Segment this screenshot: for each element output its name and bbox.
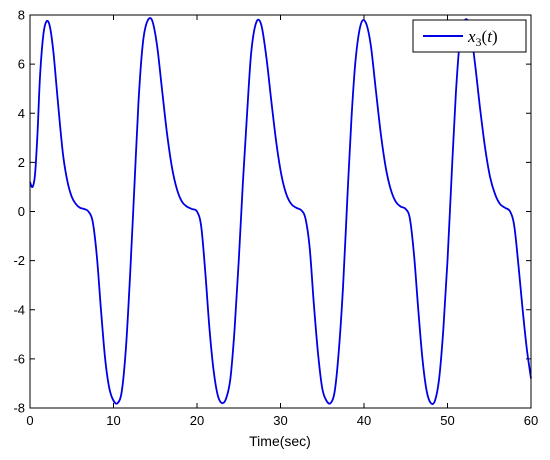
y-tick-label: 8 — [18, 8, 25, 23]
legend: x3(t) — [412, 19, 527, 53]
y-tick-label: -8 — [13, 401, 25, 416]
y-tick-label: 0 — [18, 204, 25, 219]
axis-tick-labels: 0 10 20 30 40 50 60 -8 -6 -4 -2 0 2 4 6 8 — [13, 8, 538, 429]
y-tick-label: 4 — [18, 106, 25, 121]
legend-label: x3(t) — [467, 27, 498, 49]
x-axis-label: Time(sec) — [249, 433, 311, 449]
y-tick-label: 6 — [18, 57, 25, 72]
y-tick-label: -2 — [13, 253, 25, 268]
plot-frame — [29, 14, 532, 409]
y-tick-label: -4 — [13, 302, 25, 317]
x-tick-label: 20 — [190, 413, 204, 428]
x-tick-label: 60 — [524, 413, 538, 428]
x-tick-label: 10 — [106, 413, 120, 428]
series-line-x3 — [29, 17, 532, 405]
plot-area — [30, 15, 531, 408]
x-tick-label: 50 — [440, 413, 454, 428]
x-tick-label: 0 — [26, 413, 33, 428]
x-tick-label: 30 — [273, 413, 287, 428]
y-tick-label: 2 — [18, 155, 25, 170]
x-tick-label: 40 — [357, 413, 371, 428]
y-tick-label: -6 — [13, 351, 25, 366]
